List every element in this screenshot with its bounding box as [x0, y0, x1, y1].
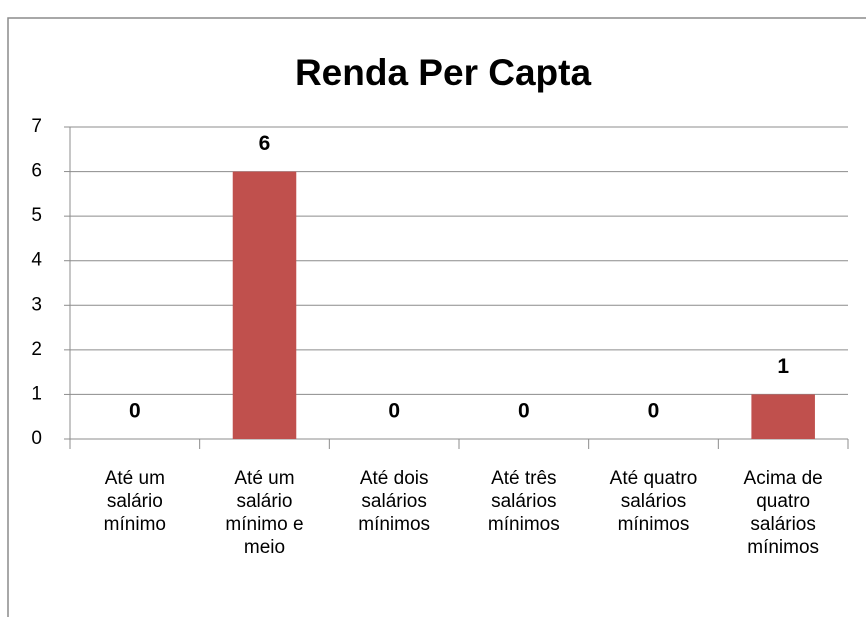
x-tick-label-box: Até um salário mínimo	[103, 468, 166, 535]
y-tick-label: 1	[31, 383, 42, 404]
x-tick-label-box: Até um salário mínimo e meio	[225, 468, 304, 558]
x-tick-label: Até três salários mínimos	[487, 468, 560, 535]
data-label: 0	[648, 400, 660, 423]
x-tick-label-box: Até dois salários mínimos	[358, 468, 431, 535]
y-tick-label: 7	[31, 116, 42, 137]
y-tick-label: 5	[31, 205, 42, 226]
y-tick-label: 6	[31, 161, 42, 182]
x-tick-label: Até dois salários mínimos	[358, 468, 431, 535]
data-label: 0	[388, 400, 400, 423]
x-tick-label-box: Até três salários mínimos	[487, 468, 560, 535]
x-tick-label: Até um salário mínimo	[103, 468, 166, 535]
bar	[232, 171, 297, 440]
data-label: 0	[129, 400, 141, 423]
x-tick-label: Até um salário mínimo e meio	[225, 468, 304, 558]
data-label: 0	[518, 400, 530, 423]
y-tick-label: 2	[31, 339, 42, 360]
bar	[751, 394, 815, 439]
chart-border	[7, 17, 866, 617]
y-tick-label: 4	[31, 250, 42, 271]
chart-title: Renda Per Capta	[295, 52, 592, 93]
x-tick-label: Até quatro salários mínimos	[609, 468, 698, 535]
data-label: 6	[259, 132, 271, 155]
data-label: 1	[777, 355, 789, 378]
y-tick-label: 3	[31, 294, 42, 315]
y-tick-label: 0	[31, 428, 42, 449]
x-tick-label-box: Acima de quatro salários mínimos	[743, 468, 823, 558]
x-tick-label-box: Até quatro salários mínimos	[609, 468, 698, 535]
x-tick-label: Acima de quatro salários mínimos	[743, 468, 823, 558]
